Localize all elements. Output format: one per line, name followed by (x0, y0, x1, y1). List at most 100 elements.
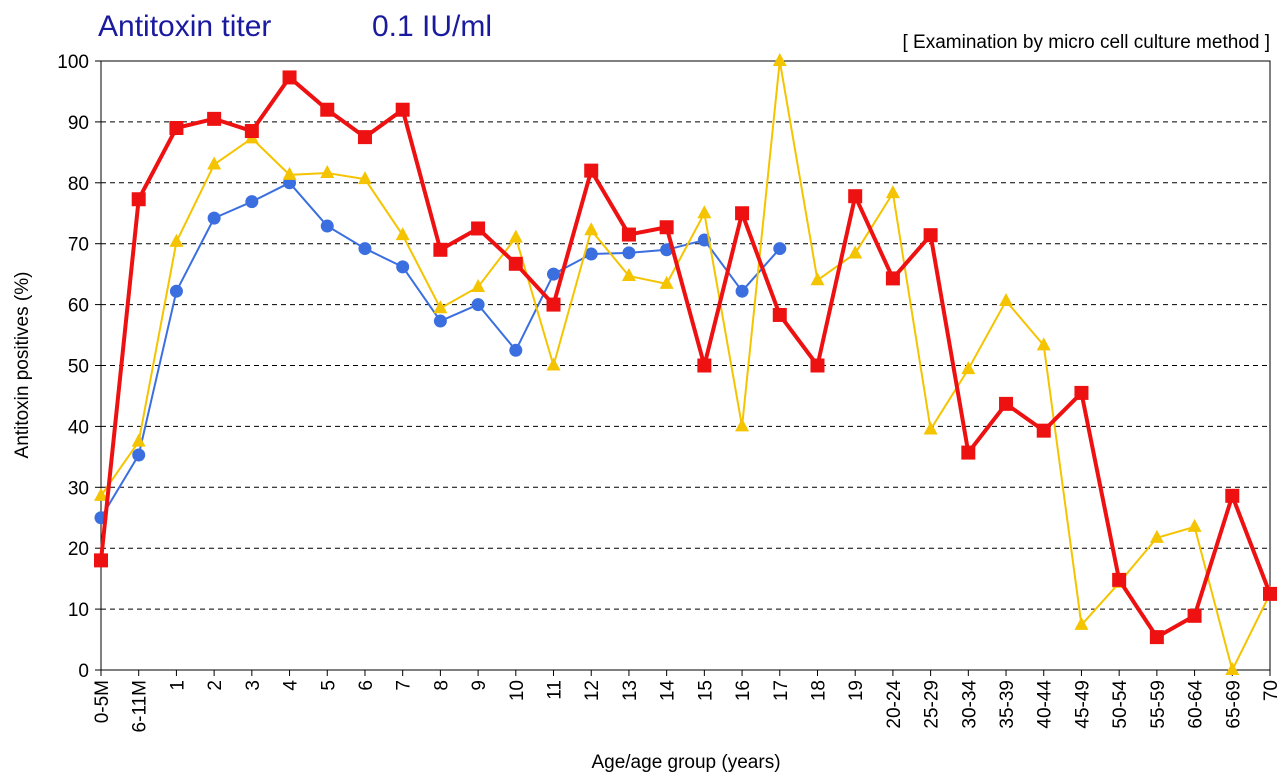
x-tick-label: 6-11M (130, 680, 151, 732)
x-tick-label: 1 (167, 680, 188, 691)
point (357, 130, 372, 145)
point (772, 53, 787, 66)
point (622, 246, 636, 260)
x-tick-label: 35-39 (997, 680, 1018, 729)
point (735, 418, 750, 432)
point (772, 307, 787, 322)
point (923, 421, 938, 435)
y-tick-label: 90 (68, 113, 89, 134)
point (320, 102, 335, 117)
x-tick-label: 16 (733, 680, 754, 701)
point (697, 358, 712, 373)
point (433, 300, 448, 314)
point (131, 192, 146, 207)
point (1263, 586, 1277, 601)
x-tick-label: 19 (846, 680, 867, 701)
point (471, 278, 486, 292)
x-tick-label: 18 (808, 680, 829, 701)
x-tick-label: 25-29 (922, 680, 943, 729)
point (1036, 337, 1051, 351)
point (848, 189, 863, 204)
point (546, 357, 561, 371)
point (1149, 529, 1164, 543)
y-tick-label: 30 (68, 478, 89, 499)
point (1149, 630, 1164, 645)
point (207, 111, 222, 126)
point (282, 70, 297, 85)
point (584, 222, 599, 236)
point (207, 211, 221, 225)
plot-frame (100, 60, 1271, 671)
x-axis-label: Age/age group (years) (591, 752, 780, 773)
point (1074, 385, 1089, 400)
point (320, 165, 335, 179)
x-tick-label: 2 (205, 680, 226, 691)
y-tick-label: 10 (68, 600, 89, 621)
x-tick-label: 40-44 (1035, 680, 1056, 729)
point (621, 267, 636, 281)
y-tick-label: 100 (57, 52, 89, 73)
point (621, 227, 636, 242)
point (94, 487, 108, 501)
point (132, 448, 146, 462)
series-line (100, 181, 781, 519)
point (961, 361, 976, 375)
point (810, 272, 825, 286)
chart-title: Antitoxin titer (98, 10, 271, 43)
x-tick-label: 20-24 (884, 680, 905, 729)
x-tick-label: 45-49 (1072, 680, 1093, 729)
x-tick-label: 0-5M (92, 680, 113, 723)
point (433, 314, 447, 328)
x-tick-label: 17 (771, 680, 792, 701)
point (584, 247, 598, 261)
x-tick-label: 30-34 (959, 680, 980, 729)
point (509, 343, 523, 357)
x-tick-label: 60-64 (1186, 680, 1207, 729)
point (1187, 608, 1202, 623)
x-tick-label: 10 (507, 680, 528, 701)
point (810, 358, 825, 373)
point (395, 102, 410, 117)
point (169, 120, 184, 135)
point (1225, 662, 1240, 675)
y-tick-label: 70 (68, 235, 89, 256)
x-tick-label: 14 (658, 680, 679, 702)
x-tick-label: 13 (620, 680, 641, 701)
point (433, 242, 448, 257)
series-line (100, 60, 1271, 671)
x-tick-label: 12 (582, 680, 603, 701)
point (961, 445, 976, 460)
y-tick-label: 60 (68, 296, 89, 317)
point (999, 292, 1014, 306)
x-tick-label: 15 (695, 680, 716, 701)
x-tick-label: 5 (318, 680, 339, 691)
point (320, 219, 334, 233)
y-axis-label: Antitoxin positives (%) (12, 272, 33, 459)
point (358, 242, 372, 256)
x-tick-label: 3 (243, 680, 264, 691)
point (885, 185, 900, 199)
x-tick-label: 70 (1261, 680, 1282, 701)
point (244, 124, 259, 139)
point (773, 242, 787, 256)
x-tick-label: 9 (469, 680, 490, 691)
x-tick-label: 55-59 (1148, 680, 1169, 729)
point (245, 195, 259, 209)
point (207, 156, 222, 170)
point (1112, 572, 1127, 587)
point (508, 256, 523, 271)
point (697, 205, 712, 219)
point (1074, 616, 1089, 630)
point (169, 284, 183, 298)
x-tick-label: 50-54 (1110, 680, 1131, 729)
point (1225, 488, 1240, 503)
point (396, 260, 410, 274)
point (169, 233, 184, 247)
y-tick-label: 80 (68, 174, 89, 195)
x-tick-label: 4 (281, 680, 302, 691)
point (94, 553, 108, 568)
point (1036, 423, 1051, 438)
point (999, 396, 1014, 411)
point (357, 171, 372, 185)
point (923, 228, 938, 243)
